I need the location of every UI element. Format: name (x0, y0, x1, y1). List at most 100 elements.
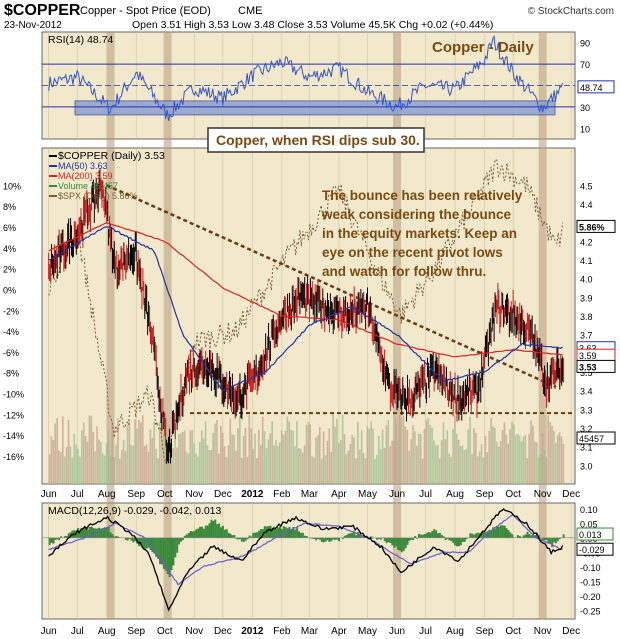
macd-histogram-bar (267, 526, 270, 538)
volume-bar (71, 457, 74, 484)
volume-bar (88, 415, 91, 484)
macd-histogram-bar (404, 537, 407, 549)
macd-histogram-bar (92, 527, 95, 538)
volume-bar (227, 445, 230, 484)
volume-bar (547, 415, 549, 484)
macd-histogram-bar (290, 529, 293, 538)
volume-bar (496, 441, 498, 484)
macd-histogram-bar (187, 533, 190, 538)
volume-bar (290, 429, 293, 484)
volume-bar (267, 439, 270, 484)
x-tick-label: Mar (301, 626, 319, 637)
volume-bar (84, 436, 87, 484)
volume-bar (115, 444, 117, 484)
volume-bar (258, 429, 260, 484)
x-tick-label: Jul (419, 489, 432, 500)
x-tick-label: Oct (157, 489, 173, 500)
volume-bar (168, 425, 171, 484)
macd-histogram-bar (476, 532, 479, 538)
macd-histogram-bar (141, 537, 144, 549)
macd-histogram-bar (377, 537, 380, 539)
macd-histogram-bar (562, 534, 565, 538)
x-tick-label: Nov (534, 626, 552, 637)
macd-histogram-bar (166, 537, 169, 575)
volume-bar (475, 432, 477, 484)
macd-histogram-bar (383, 537, 386, 542)
volume-bar (138, 419, 140, 484)
volume-bar (60, 452, 62, 484)
macd-histogram-bar (191, 531, 194, 538)
volume-bar (482, 457, 485, 484)
macd-histogram-bar (423, 534, 426, 538)
price-tick-label: 3.5 (580, 368, 593, 378)
x-tick-label: Jul (71, 626, 84, 637)
macd-histogram-bar (101, 528, 104, 538)
volume-bar (377, 435, 380, 484)
volume-bar (94, 451, 96, 484)
percent-tick-label: 8% (3, 202, 16, 212)
macd-histogram-bar (482, 530, 485, 538)
macd-histogram-bar (117, 536, 120, 538)
volume-bar (77, 448, 79, 484)
macd-histogram-bar (258, 530, 261, 538)
macd-tick-label: -0.15 (580, 577, 601, 587)
x-tick-label: Nov (534, 489, 552, 500)
volume-bar (341, 414, 344, 484)
percent-tick-label: 4% (3, 244, 16, 254)
macd-histogram-bar (456, 537, 459, 547)
volume-bar (486, 452, 489, 484)
macd-histogram-bar (227, 532, 230, 538)
rsi-current-label: 48.74 (580, 83, 603, 93)
volume-bar (288, 421, 291, 484)
macd-histogram-bar (406, 537, 409, 545)
volume-bar (404, 426, 407, 484)
macd-histogram-bar (397, 537, 400, 550)
x-tick-label: Sep (476, 489, 494, 500)
percent-tick-label: -8% (3, 369, 19, 379)
volume-bar (397, 440, 399, 484)
volume-bar (193, 443, 195, 484)
volume-bar (539, 454, 542, 484)
percent-tick-label: 0% (3, 285, 16, 295)
volume-bar (429, 425, 431, 484)
macd-histogram-bar (547, 537, 550, 544)
volume-bar (410, 439, 412, 484)
macd-histogram-bar (358, 533, 361, 538)
macd-histogram-bar (237, 537, 240, 540)
volume-bar (180, 433, 182, 484)
macd-histogram-bar (178, 537, 181, 545)
percent-tick-label: -4% (3, 327, 19, 337)
volume-bar (82, 422, 85, 484)
macd-histogram-bar (349, 533, 352, 538)
volume-bar (278, 442, 281, 484)
macd-tick-label: 0.05 (580, 519, 598, 529)
right-value-label: 3.59 (579, 351, 597, 361)
volume-bar (219, 425, 222, 484)
volume-bar (532, 425, 534, 484)
macd-histogram-bar (387, 537, 390, 543)
title-annotation: Copper - Daily (432, 39, 534, 56)
right-value-badge (576, 219, 616, 233)
volume-bar (353, 437, 355, 484)
percent-tick-label: -12% (3, 410, 24, 420)
macd-histogram-bar (271, 528, 274, 538)
x-tick-label: Jun (389, 626, 405, 637)
volume-bar (117, 418, 119, 484)
macd-histogram-bar (189, 531, 192, 538)
volume-bar (282, 434, 285, 484)
macd-histogram-bar (402, 537, 405, 551)
macd-histogram-bar (124, 537, 127, 540)
macd-histogram-bar (193, 531, 196, 538)
macd-histogram-bar (259, 529, 262, 538)
volume-bar (244, 427, 247, 484)
volume-bar (387, 420, 390, 484)
volume-bar (385, 425, 388, 484)
volume-bar (111, 421, 114, 484)
right-value-label: 5.86% (579, 222, 605, 232)
macd-histogram-bar (376, 537, 379, 540)
volume-bar (178, 434, 180, 484)
volume-bar (52, 439, 55, 484)
macd-histogram-bar (113, 536, 116, 538)
price-tick-label: 4.5 (580, 181, 593, 191)
